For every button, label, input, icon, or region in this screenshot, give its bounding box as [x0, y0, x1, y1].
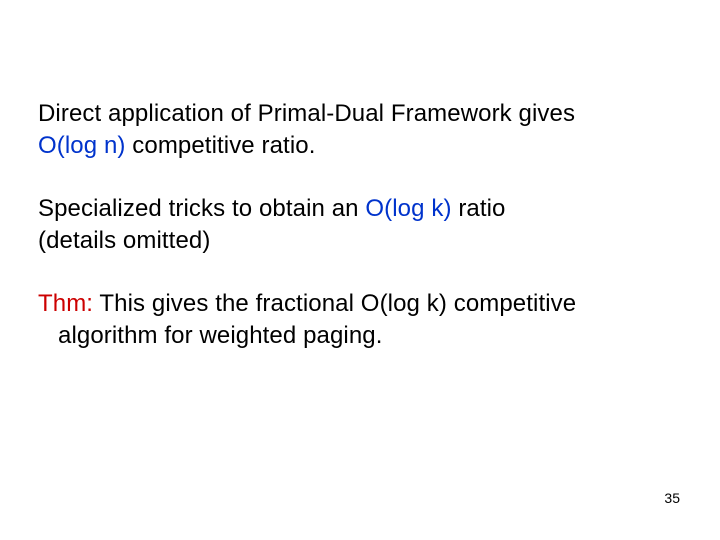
- paragraph-2: Specialized tricks to obtain an O(log k)…: [38, 193, 678, 258]
- text-line: Thm: This gives the fractional O(log k) …: [38, 288, 678, 320]
- page-number: 35: [664, 490, 680, 506]
- text-span: Specialized tricks to obtain an: [38, 195, 365, 222]
- paragraph-3: Thm: This gives the fractional O(log k) …: [38, 288, 678, 353]
- slide-content: Direct application of Primal-Dual Framew…: [38, 98, 678, 382]
- text-line: O(log n) competitive ratio.: [38, 130, 678, 162]
- text-span: ratio: [452, 195, 506, 222]
- text-line: Specialized tricks to obtain an O(log k)…: [38, 193, 678, 225]
- text-span: competitive ratio.: [126, 132, 316, 159]
- paragraph-1: Direct application of Primal-Dual Framew…: [38, 98, 678, 163]
- text-line: algorithm for weighted paging.: [38, 320, 678, 352]
- theorem-label: Thm:: [38, 290, 93, 317]
- emphasis-blue: O(log n): [38, 132, 126, 159]
- text-line: Direct application of Primal-Dual Framew…: [38, 98, 678, 130]
- text-span: This gives the fractional O(log k) compe…: [93, 290, 576, 317]
- emphasis-blue: O(log k): [365, 195, 451, 222]
- text-line: (details omitted): [38, 225, 678, 257]
- slide: Direct application of Primal-Dual Framew…: [0, 0, 720, 540]
